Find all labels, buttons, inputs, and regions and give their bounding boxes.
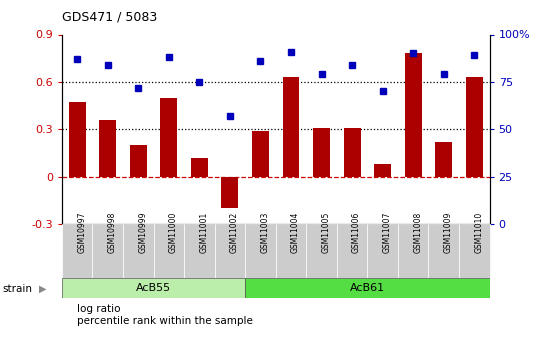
Bar (306, 224, 337, 278)
Text: GSM11001: GSM11001 (200, 211, 208, 253)
Bar (245, 224, 275, 278)
Text: GSM11005: GSM11005 (322, 211, 330, 253)
Bar (398, 224, 428, 278)
Bar (153, 224, 184, 278)
Text: GSM10997: GSM10997 (77, 211, 86, 253)
Bar (215, 224, 245, 278)
Bar (222, 177, 238, 208)
Bar (374, 164, 391, 177)
Bar (123, 224, 153, 278)
Bar (160, 98, 177, 177)
Bar (337, 224, 367, 278)
Bar (93, 224, 123, 278)
Bar (466, 77, 483, 177)
Text: AcB55: AcB55 (136, 283, 171, 293)
Bar (367, 224, 398, 278)
Text: GSM11004: GSM11004 (291, 211, 300, 253)
Bar (191, 158, 208, 177)
Text: GDS471 / 5083: GDS471 / 5083 (62, 10, 157, 23)
Bar (100, 120, 116, 177)
Bar (405, 53, 422, 177)
Bar (313, 128, 330, 177)
Text: GSM10998: GSM10998 (108, 211, 117, 253)
Bar (62, 278, 245, 298)
Bar (69, 102, 86, 177)
Text: percentile rank within the sample: percentile rank within the sample (77, 316, 253, 326)
Text: GSM11010: GSM11010 (475, 211, 483, 253)
Bar (344, 128, 360, 177)
Text: ▶: ▶ (39, 284, 47, 294)
Text: GSM11007: GSM11007 (383, 211, 392, 253)
Bar (428, 224, 459, 278)
Text: log ratio: log ratio (77, 304, 121, 314)
Bar (184, 224, 215, 278)
Text: GSM11000: GSM11000 (169, 211, 178, 253)
Bar (252, 131, 269, 177)
Bar (62, 224, 93, 278)
Text: GSM11008: GSM11008 (413, 211, 422, 253)
Text: GSM11002: GSM11002 (230, 211, 239, 253)
Text: GSM10999: GSM10999 (138, 211, 147, 253)
Bar (130, 145, 147, 177)
Bar (282, 77, 300, 177)
Bar (276, 224, 306, 278)
Bar (459, 224, 490, 278)
Text: GSM11003: GSM11003 (260, 211, 270, 253)
Text: AcB61: AcB61 (350, 283, 385, 293)
Text: GSM11009: GSM11009 (444, 211, 453, 253)
Bar (435, 142, 452, 177)
Bar (245, 278, 490, 298)
Text: strain: strain (3, 284, 33, 294)
Text: GSM11006: GSM11006 (352, 211, 361, 253)
